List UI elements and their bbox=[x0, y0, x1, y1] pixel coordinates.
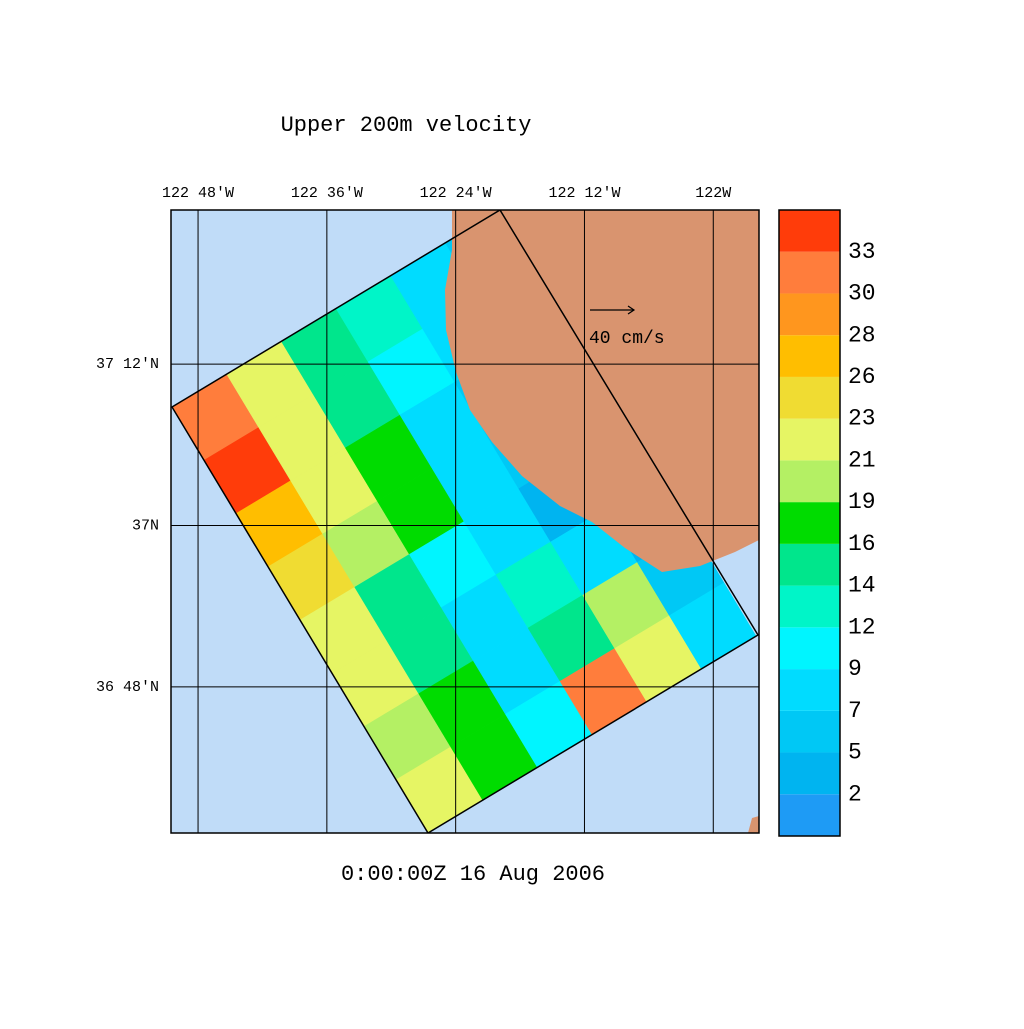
colorbar-band bbox=[779, 210, 840, 252]
colorbar-label: 21 bbox=[848, 447, 876, 473]
colorbar-frame bbox=[778, 209, 841, 837]
y-tick-label: 37 12'N bbox=[96, 356, 159, 373]
land-mass bbox=[445, 210, 759, 572]
colorbar-label: 7 bbox=[848, 698, 862, 724]
colorbar-label: 9 bbox=[848, 656, 862, 682]
colorbar-band bbox=[779, 585, 840, 628]
ref-vector-label: 40 cm/s bbox=[589, 329, 665, 349]
colorbar-label: 28 bbox=[848, 322, 876, 348]
colorbar-label: 12 bbox=[848, 614, 876, 640]
colorbar-label: 16 bbox=[848, 531, 876, 557]
x-tick-label: 122 12'W bbox=[548, 185, 620, 202]
speed-field bbox=[171, 210, 757, 833]
colorbar-band bbox=[779, 627, 840, 670]
colorbar-label: 33 bbox=[848, 239, 876, 265]
colorbar-band bbox=[779, 376, 840, 419]
colorbar-band bbox=[779, 543, 840, 586]
colorbar-band bbox=[779, 794, 840, 836]
colorbar-band bbox=[779, 502, 840, 544]
colorbar-label: 14 bbox=[848, 573, 876, 599]
y-tick-label: 37N bbox=[132, 518, 159, 535]
domain-outline bbox=[171, 210, 759, 833]
x-tick-label: 122 48'W bbox=[162, 185, 234, 202]
colorbar-band bbox=[779, 752, 840, 795]
land bbox=[445, 210, 759, 833]
colorbar-band bbox=[779, 710, 840, 753]
ref-vector-head bbox=[627, 305, 636, 315]
colorbar-label: 2 bbox=[848, 781, 862, 807]
colorbar-band bbox=[779, 418, 840, 461]
colorbar-band bbox=[779, 669, 840, 711]
y-tick-label: 36 48'N bbox=[96, 679, 159, 696]
x-tick-label: 122 36'W bbox=[291, 185, 363, 202]
grid bbox=[171, 210, 759, 833]
colorbar-band bbox=[779, 460, 840, 503]
land-islet bbox=[748, 816, 759, 833]
time-label: 0:00:00Z 16 Aug 2006 bbox=[341, 862, 605, 887]
colorbar-label: 23 bbox=[848, 406, 876, 432]
colorbar-label: 5 bbox=[848, 740, 862, 766]
plot-frame bbox=[170, 209, 760, 834]
x-tick-label: 122 24'W bbox=[420, 185, 492, 202]
colorbar-band bbox=[779, 251, 840, 294]
colorbar-band bbox=[779, 335, 840, 377]
colorbar-label: 19 bbox=[848, 489, 876, 515]
colorbar-band bbox=[779, 293, 840, 336]
colorbar-label: 30 bbox=[848, 281, 876, 307]
chart-title: Upper 200m velocity bbox=[281, 113, 532, 138]
x-tick-label: 122W bbox=[695, 185, 731, 202]
colorbar-label: 26 bbox=[848, 364, 876, 390]
